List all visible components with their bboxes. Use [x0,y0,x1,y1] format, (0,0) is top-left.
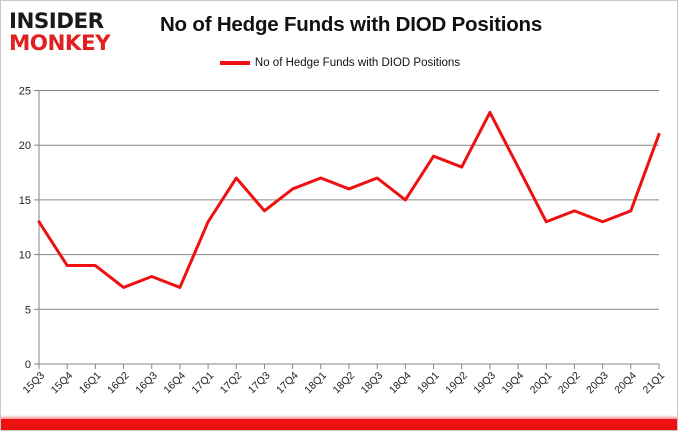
y-axis-tick-label: 20 [19,140,31,152]
logo-line-insider: INSIDER [9,9,104,33]
y-axis-tick-label: 0 [25,359,31,371]
x-axis-tick-label: 15Q3 [20,370,47,397]
insider-monkey-logo: INSIDER MONKEY [9,11,129,54]
x-axis-tick-label: 20Q3 [584,370,611,397]
x-axis-tick-label: 16Q4 [161,370,188,397]
y-axis-tick-label: 25 [19,86,31,98]
gridlines-group [39,90,659,310]
x-axis-tick-label: 19Q3 [471,370,498,397]
y-axis-tick-label: 10 [19,250,31,262]
bottom-accent-bar [1,419,677,430]
x-axis-ticks-group: 15Q3 15Q4 16Q1 16Q2 16Q3 16Q4 17Q1 17Q2 17Q3 17Q4… [20,364,667,396]
y-axis-ticks-group: 0 5 10 15 20 25 [19,86,39,371]
data-series-group [37,110,661,289]
x-axis-tick-label: 19Q4 [500,370,527,397]
y-axis-tick-label: 5 [25,304,31,316]
x-axis-tick-label: 15Q4 [49,370,76,397]
x-axis-tick-label: 17Q3 [246,370,273,397]
x-axis-tick-label: 18Q4 [387,370,414,397]
x-axis-tick-label: 20Q1 [528,370,555,397]
y-axis-tick-label: 15 [19,195,31,207]
x-axis-tick-label: 18Q1 [302,370,329,397]
x-axis-tick-label: 18Q2 [330,370,357,397]
x-axis-tick-label: 20Q2 [556,370,583,397]
x-axis-tick-label: 16Q3 [133,370,160,397]
x-axis-tick-label: 20Q4 [612,370,639,397]
legend-label: No of Hedge Funds with DIOD Positions [254,57,461,69]
data-line-No of Hedge Funds with DIOD Positions [37,110,661,289]
x-axis-tick-label: 19Q1 [415,370,442,397]
bottom-bar-glow [1,415,677,419]
logo-line-monkey: MONKEY [9,31,111,55]
x-axis-tick-label: 16Q1 [77,370,104,397]
x-axis-tick-label: 19Q2 [443,370,470,397]
x-axis-tick-label: 17Q1 [190,370,217,397]
axes-group [38,90,659,365]
x-axis-tick-label: 17Q4 [274,370,301,397]
x-axis-tick-label: 18Q3 [359,370,386,397]
x-axis-tick-label: 17Q2 [218,370,245,397]
x-axis-tick-label: 21Q1 [640,370,667,397]
chart-title: No of Hedge Funds with DIOD Positions [159,13,543,36]
x-axis-tick-label: 16Q2 [105,370,132,397]
chart-legend: No of Hedge Funds with DIOD Positions [1,57,677,69]
legend-color-swatch [219,61,250,65]
